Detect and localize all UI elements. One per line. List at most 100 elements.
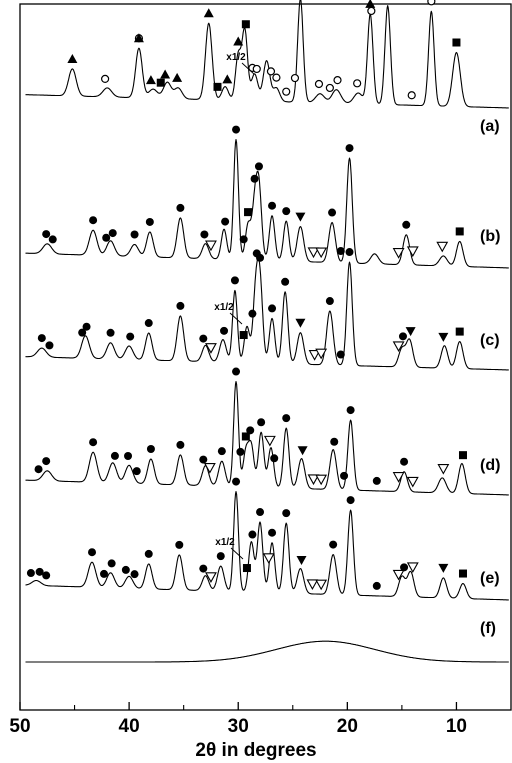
marker-1-24 (353, 79, 362, 88)
marker-2-10 (205, 240, 217, 252)
marker-2-23 (336, 247, 345, 256)
marker-3-28 (438, 332, 449, 342)
marker-2-28 (436, 241, 449, 253)
marker-4-3 (89, 438, 98, 447)
marker-3-25 (392, 341, 405, 353)
trace-label-1: (a) (480, 118, 500, 135)
marker-3-1 (37, 334, 46, 343)
marker-5-20 (282, 509, 291, 518)
marker-3-24 (345, 248, 354, 257)
marker-4-26 (372, 476, 381, 485)
marker-1-16 (266, 67, 276, 76)
marker-2-8 (176, 203, 185, 212)
x-tick-label-1: 50 (9, 716, 30, 737)
trace-6 (25, 640, 509, 663)
trace-label-6: (f) (480, 620, 496, 637)
marker-2-6 (130, 230, 139, 239)
trace-label-5: (e) (480, 570, 500, 587)
marker-1-6 (156, 78, 165, 87)
trace-label-3: (c) (480, 332, 500, 349)
marker-1-12 (233, 36, 244, 46)
scale-note-arrow-3 (229, 312, 243, 325)
marker-1-10 (213, 82, 222, 91)
labels-layer: (a) x1/2 (b) (c) x1/2 (d) (e) x1/2 (f) (214, 52, 500, 637)
markers-layer (26, 0, 467, 591)
marker-1-9 (203, 8, 214, 18)
marker-4-30 (437, 463, 450, 475)
marker-2-18 (282, 207, 291, 216)
marker-3-2 (45, 341, 54, 350)
marker-5-8 (130, 570, 139, 579)
marker-1-11 (222, 74, 233, 84)
marker-3-4 (82, 322, 91, 331)
marker-4-16 (257, 418, 266, 427)
marker-5-1 (26, 569, 35, 578)
marker-2-4 (102, 233, 111, 242)
marker-2-12 (232, 125, 241, 134)
marker-5-21 (296, 555, 307, 565)
marker-5-9 (144, 549, 153, 558)
marker-2-19 (295, 212, 306, 222)
marker-4-2 (42, 457, 51, 466)
marker-4-11 (217, 447, 226, 456)
marker-4-21 (307, 474, 320, 486)
trace-1 (25, 0, 509, 109)
marker-3-27 (405, 327, 416, 337)
marker-3-10 (205, 343, 217, 354)
marker-2-2 (48, 235, 57, 244)
marker-2-3 (89, 216, 98, 225)
marker-4-20 (297, 446, 308, 456)
marker-5-19 (268, 528, 277, 537)
marker-3-16 (256, 253, 265, 262)
marker-4-24 (340, 471, 349, 480)
marker-4-19 (282, 414, 291, 423)
marker-3-19 (295, 318, 306, 328)
marker-4-27 (392, 472, 405, 483)
marker-4-22 (315, 474, 328, 486)
x-tick-label-5: 10 (446, 716, 467, 737)
marker-1-29 (427, 0, 436, 6)
marker-3-5 (106, 328, 115, 337)
trace-5 (25, 491, 509, 601)
marker-4-12 (232, 367, 241, 376)
marker-2-14 (244, 208, 253, 217)
marker-1-1 (67, 53, 78, 63)
marker-2-25 (392, 248, 405, 259)
marker-4-7 (146, 445, 155, 453)
marker-2-27 (406, 246, 419, 258)
marker-3-13 (239, 331, 248, 340)
marker-1-2 (101, 74, 110, 83)
marker-5-22 (306, 579, 319, 591)
marker-4-23 (330, 437, 339, 446)
marker-5-15 (242, 564, 251, 573)
marker-2-11 (221, 217, 230, 226)
marker-5-31 (458, 569, 467, 578)
scale-note-3: x1/2 (214, 302, 234, 313)
marker-3-14 (248, 309, 257, 318)
marker-2-13 (239, 235, 248, 244)
marker-1-13 (241, 20, 250, 29)
x-axis-title: 2θ in degrees (195, 740, 316, 761)
marker-4-9 (199, 455, 208, 464)
x-tick-label-4: 20 (337, 716, 358, 737)
marker-4-18 (270, 454, 279, 463)
marker-2-9 (200, 230, 209, 239)
scale-note-5: x1/2 (215, 537, 235, 548)
marker-5-14 (232, 477, 241, 486)
marker-5-7 (121, 565, 130, 574)
marker-4-31 (458, 451, 467, 460)
marker-5-5 (100, 569, 109, 578)
marker-3-8 (176, 301, 185, 310)
marker-5-12 (205, 572, 217, 583)
marker-2-5 (108, 229, 117, 238)
marker-1-8 (172, 72, 183, 82)
marker-5-17 (256, 508, 265, 517)
marker-3-3 (78, 328, 87, 337)
marker-2-20 (307, 247, 320, 259)
x-tick-label-3: 30 (228, 716, 249, 737)
trace-4 (25, 380, 509, 496)
marker-3-11 (220, 326, 229, 335)
trace-label-4: (d) (480, 457, 500, 474)
trace-label-2: (b) (480, 228, 500, 245)
trace-2 (25, 139, 509, 269)
